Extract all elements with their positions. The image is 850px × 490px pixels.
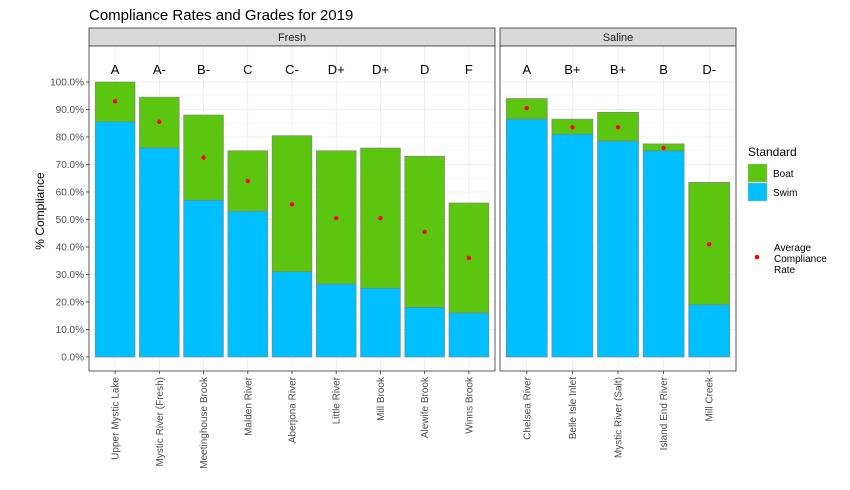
- y-tick-label: 50.0%: [56, 215, 84, 226]
- average-point: [157, 119, 162, 125]
- y-tick-label: 60.0%: [56, 188, 84, 199]
- average-point: [201, 155, 206, 160]
- panel-saline: Saline A Chelsea River B+ Belle Isle Inlet B+…: [499, 27, 737, 458]
- legend-average-line-1: Average: [774, 243, 812, 254]
- chart-title: Compliance Rates and Grades for 2019: [89, 7, 353, 24]
- bar-swim: [597, 140, 639, 358]
- y-tick-label: 100.0%: [50, 78, 84, 89]
- y-tick-label: 70.0%: [56, 160, 84, 171]
- x-tick-label: Belle Isle Inlet: [568, 377, 579, 439]
- y-tick-label: 10.0%: [56, 325, 84, 336]
- x-tick-label: Mill Brook: [376, 376, 387, 421]
- y-tick-label: 40.0%: [56, 243, 84, 254]
- x-tick-label: Malden River: [243, 376, 254, 436]
- x-tick-label: Chelsea River: [522, 376, 533, 439]
- average-point: [422, 229, 427, 235]
- bar-swim: [360, 287, 401, 358]
- bar-swim: [642, 150, 685, 358]
- grade-label: D-: [702, 62, 716, 77]
- y-tick-label: 90.0%: [56, 105, 84, 116]
- average-point: [466, 255, 472, 261]
- bar-swim: [139, 147, 180, 358]
- facet-strip-label: Saline: [603, 32, 634, 44]
- average-point: [615, 125, 621, 130]
- y-tick-label: 0.0%: [61, 353, 84, 364]
- y-axis-title: % Compliance: [33, 172, 47, 250]
- x-tick-label: Mill Creek: [705, 376, 716, 421]
- grade-label: C-: [285, 62, 299, 77]
- legend-label-boat: Boat: [773, 169, 794, 180]
- bar-swim: [316, 283, 357, 358]
- legend-average-line-2: Compliance: [774, 254, 827, 265]
- average-point: [707, 242, 712, 247]
- facet-strip-label: Fresh: [278, 32, 306, 44]
- average-point: [334, 215, 339, 221]
- grade-label: D+: [328, 62, 345, 77]
- x-tick-label: Upper Mystic Lake: [111, 377, 122, 460]
- x-tick-label: Winns Brook: [464, 376, 475, 434]
- grade-label: D+: [372, 62, 389, 77]
- y-tick-label: 30.0%: [56, 270, 84, 281]
- legend-key-boat: [747, 163, 768, 183]
- panel-border: [88, 45, 496, 372]
- bar-swim: [183, 199, 224, 358]
- legend-title: Standard: [748, 145, 797, 159]
- average-point: [524, 105, 529, 111]
- x-tick-label: Alewife Brook: [420, 376, 431, 438]
- grade-label: B+: [564, 62, 580, 77]
- average-point: [378, 215, 383, 221]
- average-point: [245, 178, 250, 184]
- grade-label: B: [659, 62, 668, 77]
- bar-swim: [271, 271, 313, 358]
- legend-label-swim: Swim: [773, 188, 797, 199]
- y-tick-label: 80.0%: [56, 133, 84, 144]
- x-tick-label: Meetinghouse Brook: [199, 376, 210, 469]
- grade-label: F: [465, 62, 473, 77]
- legend-average-line-3: Rate: [774, 265, 796, 276]
- average-point: [570, 125, 575, 130]
- panel-fresh: Fresh A Upper Mystic Lake A- Mystic River (F…: [88, 27, 496, 469]
- legend-key-swim: [747, 182, 768, 202]
- bar-swim: [688, 304, 731, 358]
- y-axis-ticks: 0.0% 10.0% 20.0% 30.0% 40.0% 50.0% 60.0% 70.0% 8…: [50, 78, 89, 364]
- bar-swim: [227, 210, 268, 358]
- grade-label: B-: [197, 62, 210, 77]
- facet-panels: Fresh A Upper Mystic Lake A- Mystic River (F…: [88, 27, 737, 469]
- grade-label: C: [243, 62, 252, 77]
- average-point: [112, 99, 118, 104]
- grade-label: A: [522, 62, 531, 77]
- grade-label: A-: [153, 62, 166, 77]
- x-tick-label: Mystic River (Fresh): [155, 377, 166, 466]
- x-tick-label: Little River: [332, 376, 343, 424]
- bar-swim: [94, 121, 136, 358]
- average-point: [289, 202, 295, 207]
- legend: Standard Boat Swim Average Compliance Ra…: [747, 145, 827, 276]
- x-tick-label: Aberjona River: [288, 376, 299, 443]
- grade-label: D: [420, 62, 429, 77]
- legend-key-average: [754, 254, 760, 260]
- grade-label: B+: [610, 62, 626, 77]
- bar-swim: [448, 312, 490, 358]
- bar-swim: [551, 133, 594, 358]
- y-tick-label: 20.0%: [56, 298, 84, 309]
- panel-border: [499, 45, 737, 372]
- average-point: [661, 145, 666, 151]
- bar-swim: [404, 307, 445, 358]
- grade-label: A: [111, 62, 120, 77]
- x-tick-label: Island End River: [659, 376, 670, 450]
- x-tick-label: Mystic River (Salt): [614, 377, 625, 458]
- bar-swim: [505, 118, 548, 358]
